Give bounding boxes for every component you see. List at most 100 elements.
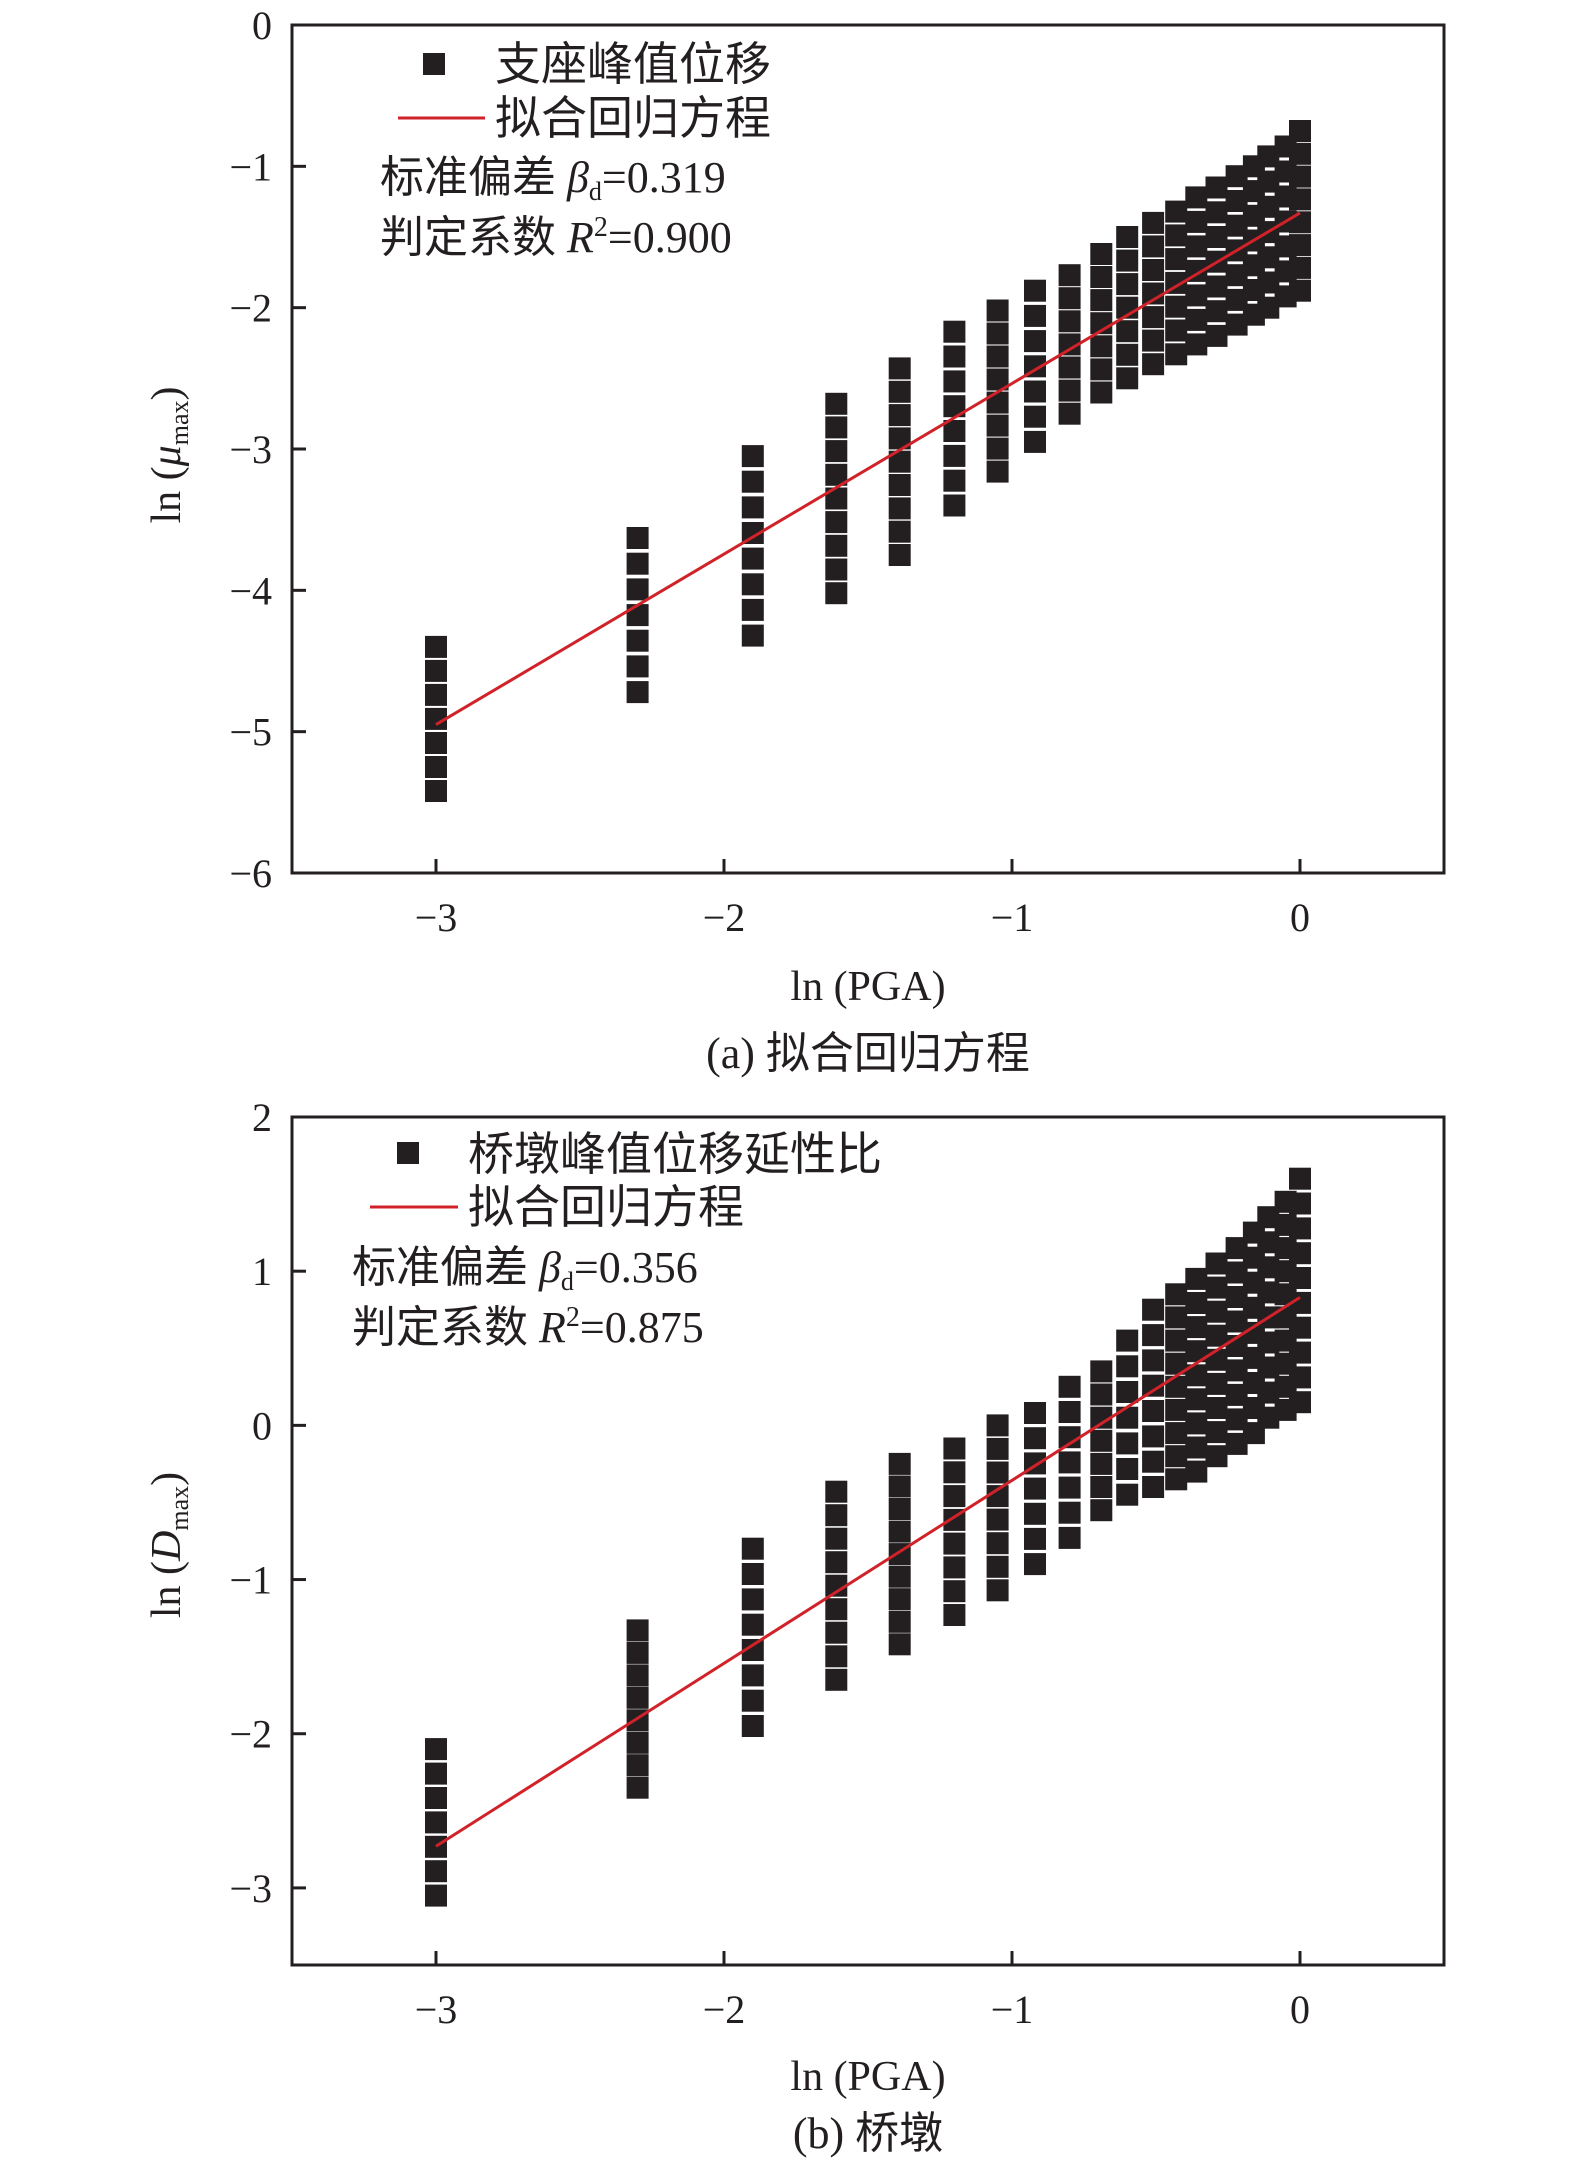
data-point	[1024, 1402, 1046, 1424]
data-point	[825, 511, 848, 534]
data-point	[626, 629, 649, 652]
fit-line	[435, 1296, 1301, 1848]
data-point	[888, 427, 911, 450]
data-point	[1257, 246, 1280, 269]
data-point	[1205, 176, 1228, 199]
data-point	[1090, 1499, 1113, 1522]
data-point	[825, 463, 848, 486]
data-point	[1185, 186, 1208, 209]
x-tick-label: 0	[1290, 1987, 1310, 2032]
data-point	[1058, 1375, 1081, 1398]
x-tick-label: −3	[415, 1987, 458, 2032]
data-point	[1058, 356, 1081, 379]
data-point	[1185, 1388, 1208, 1411]
data-point	[626, 527, 649, 549]
data-point	[1058, 310, 1081, 333]
y-axis-sub: max	[165, 400, 194, 445]
data-point	[888, 1452, 911, 1475]
data-point	[1289, 1366, 1311, 1389]
beta-text: 标准偏差 βd=0.319	[380, 153, 726, 206]
data-point	[741, 496, 764, 519]
data-point	[986, 1532, 1009, 1555]
data-point	[1165, 1468, 1188, 1491]
legend-line-label: 拟合回归方程	[468, 1182, 744, 1233]
beta-value: =0.319	[602, 153, 726, 202]
legend: 桥墩峰值位移延性比 拟合回归方程	[370, 1129, 882, 1233]
data-point	[425, 1811, 447, 1834]
data-point	[825, 416, 848, 439]
data-point	[425, 780, 447, 802]
y-axis-prefix: ln (	[144, 466, 190, 523]
data-point	[986, 299, 1009, 322]
data-point	[943, 469, 966, 492]
data-point	[1116, 1406, 1139, 1429]
data-point	[1165, 248, 1188, 271]
data-point	[888, 1565, 911, 1588]
data-point	[741, 1613, 764, 1636]
data-point	[1225, 1237, 1248, 1260]
y-tick-label: 0	[252, 3, 272, 48]
data-point	[888, 1633, 911, 1656]
data-point	[1225, 264, 1248, 287]
data-point	[1090, 1406, 1113, 1429]
data-point	[1116, 273, 1139, 296]
r2-value: =0.875	[580, 1303, 704, 1352]
y-tick-label: −1	[229, 1558, 272, 1603]
y-axis-symbol: μ	[144, 445, 190, 467]
data-point	[626, 604, 649, 627]
data-point	[888, 474, 911, 496]
y-axis-symbol: D	[144, 1531, 190, 1562]
legend-points-label: 桥墩峰值位移延性比	[468, 1129, 882, 1180]
data-point	[1090, 289, 1113, 312]
data-point	[1289, 120, 1311, 142]
legend: 支座峰值位移 拟合回归方程	[398, 39, 771, 144]
r2-prefix: 判定系数	[352, 1303, 539, 1352]
data-point	[1058, 1476, 1081, 1499]
data-point	[425, 683, 447, 706]
y-tick-label: 2	[252, 1095, 272, 1140]
data-point	[425, 1762, 447, 1785]
data-point	[1225, 288, 1248, 311]
data-point	[1289, 1242, 1311, 1265]
data-point	[888, 1520, 911, 1543]
data-point	[1058, 1426, 1081, 1449]
legend-line-label: 拟合回归方程	[495, 93, 771, 144]
data-point	[1142, 1450, 1165, 1473]
data-point	[425, 732, 447, 754]
data-point	[1090, 335, 1113, 358]
data-point	[1058, 1526, 1081, 1549]
data-point	[943, 1580, 966, 1603]
y-axis-prefix: ln (	[144, 1561, 190, 1618]
y-tick-label: −1	[229, 144, 272, 189]
beta-prefix: 标准偏差	[380, 153, 567, 202]
data-point	[1165, 343, 1188, 366]
data-point	[888, 380, 911, 403]
data-point	[425, 707, 447, 730]
data-point	[1225, 214, 1248, 237]
data-point	[888, 450, 911, 473]
data-point	[425, 1787, 447, 1809]
data-point	[626, 655, 649, 678]
panel-caption: (b) 桥墩	[793, 2109, 943, 2158]
data-point	[1165, 1352, 1188, 1375]
data-point	[1205, 1445, 1228, 1468]
data-point	[1142, 1298, 1165, 1321]
data-point	[425, 1738, 447, 1761]
data-point	[825, 558, 848, 581]
data-point	[1116, 1458, 1139, 1480]
data-point	[1058, 1501, 1081, 1524]
data-point	[1058, 264, 1081, 287]
data-point	[1185, 1436, 1208, 1459]
y-tick-label: −2	[229, 1712, 272, 1757]
data-point	[1165, 295, 1188, 318]
data-point	[1257, 1381, 1280, 1404]
data-point	[1205, 1372, 1228, 1395]
data-point	[1090, 1476, 1113, 1498]
data-point	[1205, 300, 1228, 323]
data-point	[1165, 1329, 1188, 1352]
data-point	[986, 1508, 1009, 1531]
data-point	[741, 547, 764, 570]
beta-sub: d	[561, 1267, 574, 1296]
data-point	[1289, 1192, 1311, 1215]
data-point	[1289, 165, 1311, 188]
